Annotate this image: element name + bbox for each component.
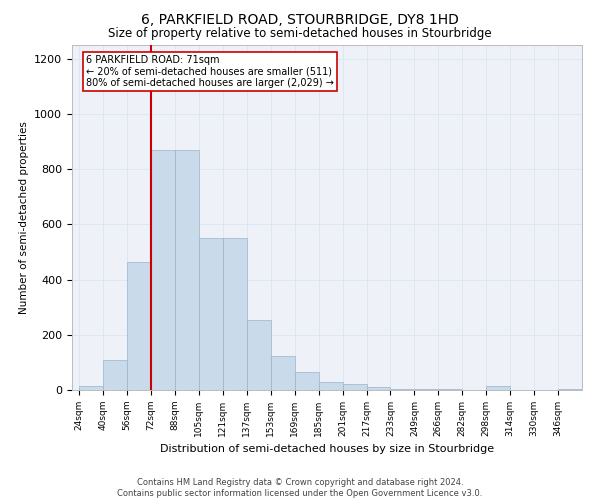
- Text: Size of property relative to semi-detached houses in Stourbridge: Size of property relative to semi-detach…: [108, 28, 492, 40]
- Text: 6, PARKFIELD ROAD, STOURBRIDGE, DY8 1HD: 6, PARKFIELD ROAD, STOURBRIDGE, DY8 1HD: [141, 12, 459, 26]
- Bar: [295, 372, 319, 390]
- Bar: [223, 238, 247, 390]
- Bar: [367, 387, 391, 390]
- Y-axis label: Number of semi-detached properties: Number of semi-detached properties: [19, 121, 29, 314]
- Bar: [486, 386, 510, 390]
- Bar: [271, 356, 295, 390]
- Bar: [247, 320, 271, 390]
- X-axis label: Distribution of semi-detached houses by size in Stourbridge: Distribution of semi-detached houses by …: [160, 444, 494, 454]
- Text: Contains HM Land Registry data © Crown copyright and database right 2024.
Contai: Contains HM Land Registry data © Crown c…: [118, 478, 482, 498]
- Bar: [199, 238, 223, 390]
- Bar: [319, 382, 343, 390]
- Bar: [415, 389, 439, 390]
- Bar: [79, 386, 103, 390]
- Bar: [151, 150, 175, 390]
- Bar: [391, 388, 415, 390]
- Bar: [103, 360, 127, 390]
- Bar: [127, 262, 151, 390]
- Bar: [175, 150, 199, 390]
- Bar: [558, 388, 582, 390]
- Text: 6 PARKFIELD ROAD: 71sqm
← 20% of semi-detached houses are smaller (511)
80% of s: 6 PARKFIELD ROAD: 71sqm ← 20% of semi-de…: [86, 54, 334, 88]
- Bar: [343, 384, 367, 390]
